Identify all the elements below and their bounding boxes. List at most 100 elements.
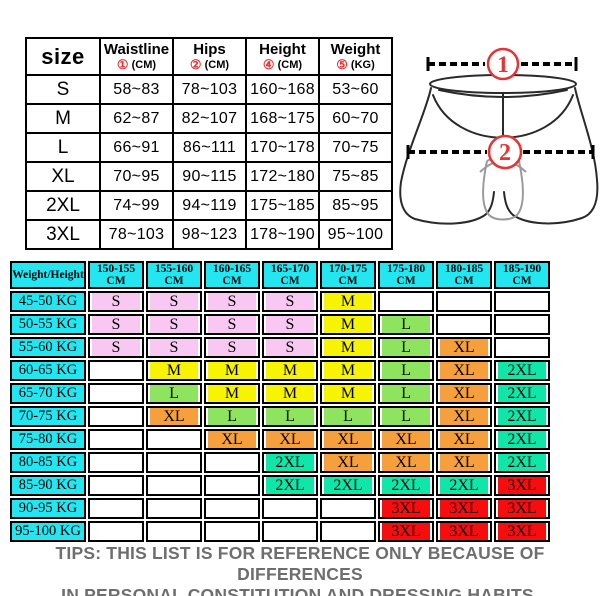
- empty-cell: [262, 521, 318, 542]
- size-recommendation-fill: M: [266, 385, 314, 402]
- height-range-header: 150-155 CM: [88, 261, 144, 289]
- size-recommendation-cell: XL: [436, 360, 492, 381]
- tips-line-1: TIPS: THIS LIST IS FOR REFERENCE ONLY BE…: [55, 543, 545, 584]
- size-recommendation-cell: 2XL: [436, 475, 492, 496]
- measurement-cell: 85~95: [318, 190, 393, 221]
- matrix-row: 95-100 KG 3XL 3XL 3XL: [10, 521, 550, 542]
- size-recommendation-cell: XL: [378, 452, 434, 473]
- size-recommendation-cell: L: [378, 337, 434, 358]
- size-recommendation-cell: L: [378, 314, 434, 335]
- measurement-cell: 74~99: [99, 190, 174, 221]
- empty-cell: [146, 521, 202, 542]
- height-range-header: 175-180 CM: [378, 261, 434, 289]
- col-header-unit: ① (CM): [116, 56, 157, 72]
- size-name-cell: M: [25, 103, 101, 134]
- size-recommendation-fill: S: [150, 316, 198, 333]
- empty-cell: [88, 429, 144, 450]
- size-recommendation-fill: 3XL: [440, 523, 488, 540]
- size-recommendation-cell: XL: [204, 429, 260, 450]
- size-recommendation-fill: XL: [440, 431, 488, 448]
- height-range-header: 165-170 CM: [262, 261, 318, 289]
- size-recommendation-fill: XL: [440, 454, 488, 471]
- size-recommendation-cell: S: [146, 337, 202, 358]
- measurement-cell: 94~119: [172, 190, 247, 221]
- size-recommendation-fill: 2XL: [498, 408, 546, 425]
- size-recommendation-fill: XL: [440, 339, 488, 356]
- size-recommendation-fill: M: [208, 385, 256, 402]
- matrix-row: 70-75 KG XL L L L L XL 2XL: [10, 406, 550, 427]
- empty-cell: [146, 429, 202, 450]
- empty-cell: [146, 498, 202, 519]
- size-recommendation-fill: XL: [440, 362, 488, 379]
- size-recommendation-cell: S: [88, 314, 144, 335]
- size-name-cell: 3XL: [25, 219, 101, 250]
- measurement-cell: 95~100: [318, 219, 393, 250]
- size-recommendation-cell: S: [88, 337, 144, 358]
- size-recommendation-fill: 2XL: [498, 454, 546, 471]
- measurement-cell: 70~75: [318, 132, 393, 163]
- size-recommendation-fill: L: [266, 408, 314, 425]
- weight-range-label: 65-70 KG: [10, 383, 86, 404]
- size-recommendation-cell: S: [204, 291, 260, 312]
- weight-range-label: 85-90 KG: [10, 475, 86, 496]
- matrix-row: 75-80 KG XL XL XL XL XL 2XL: [10, 429, 550, 450]
- size-recommendation-fill: L: [382, 408, 430, 425]
- measurement-cell: 60~70: [318, 103, 393, 134]
- size-table-col-header: Hips ② (CM): [172, 37, 247, 76]
- size-recommendation-cell: 3XL: [378, 498, 434, 519]
- measurement-cell: 172~180: [245, 161, 320, 192]
- size-recommendation-cell: 2XL: [494, 452, 550, 473]
- size-recommendation-cell: XL: [436, 452, 492, 473]
- size-recommendation-fill: L: [382, 316, 430, 333]
- empty-cell: [436, 291, 492, 312]
- size-recommendation-fill: S: [150, 339, 198, 356]
- size-recommendation-cell: L: [378, 383, 434, 404]
- size-recommendation-cell: 2XL: [262, 475, 318, 496]
- empty-cell: [88, 452, 144, 473]
- size-table-row: L 66~91 86~111 170~178 70~75: [25, 132, 393, 163]
- size-recommendation-cell: L: [146, 383, 202, 404]
- size-recommendation-cell: XL: [436, 406, 492, 427]
- matrix-row: 65-70 KG L M M M L XL 2XL: [10, 383, 550, 404]
- col-header-label: Height: [259, 40, 306, 58]
- size-recommendation-cell: M: [262, 383, 318, 404]
- matrix-body: Weight/Height 150-155 CM 155-160 CM 160-165…: [10, 261, 550, 542]
- size-recommendation-cell: XL: [436, 383, 492, 404]
- size-recommendation-fill: S: [208, 339, 256, 356]
- measurement-cell: 70~95: [99, 161, 174, 192]
- measurement-cell: 175~185: [245, 190, 320, 221]
- size-recommendation-fill: L: [382, 385, 430, 402]
- size-recommendation-fill: 2XL: [498, 385, 546, 402]
- size-recommendation-cell: M: [320, 314, 376, 335]
- col-header-unit: ⑤ (KG): [336, 56, 375, 72]
- measurement-cell: 53~60: [318, 74, 393, 105]
- weight-range-label: 50-55 KG: [10, 314, 86, 335]
- mark-2-number: 2: [499, 140, 511, 166]
- size-recommendation-cell: M: [262, 360, 318, 381]
- measurement-cell: 170~178: [245, 132, 320, 163]
- empty-cell: [494, 291, 550, 312]
- size-recommendation-cell: XL: [378, 429, 434, 450]
- size-recommendation-cell: XL: [146, 406, 202, 427]
- weight-range-label: 70-75 KG: [10, 406, 86, 427]
- col-header-unit: ④ (CM): [262, 56, 303, 72]
- size-name-cell: S: [25, 74, 101, 105]
- empty-cell: [320, 498, 376, 519]
- size-recommendation-cell: 3XL: [494, 498, 550, 519]
- size-table-corner: size: [25, 37, 101, 76]
- col-header-label: Weight: [330, 40, 381, 58]
- size-recommendation-fill: L: [382, 362, 430, 379]
- size-table-row: M 62~87 82~107 168~175 60~70: [25, 103, 393, 134]
- size-recommendation-fill: S: [150, 293, 198, 310]
- size-recommendation-fill: M: [324, 385, 372, 402]
- circled-number-mark: ①: [116, 56, 129, 72]
- shorts-outline: [399, 74, 599, 225]
- size-recommendation-fill: 3XL: [382, 523, 430, 540]
- size-recommendation-cell: S: [262, 314, 318, 335]
- circled-number-mark: ④: [262, 56, 275, 72]
- size-recommendation-fill: 2XL: [382, 477, 430, 494]
- measurement-cell: 58~83: [99, 74, 174, 105]
- empty-cell: [320, 521, 376, 542]
- measurement-cell: 78~103: [172, 74, 247, 105]
